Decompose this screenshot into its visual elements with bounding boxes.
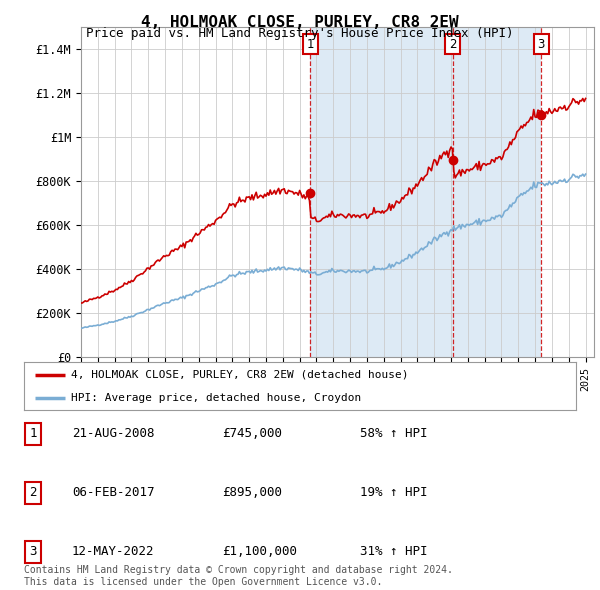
Text: 21-AUG-2008: 21-AUG-2008 (72, 427, 155, 440)
Text: 06-FEB-2017: 06-FEB-2017 (72, 486, 155, 499)
Text: Contains HM Land Registry data © Crown copyright and database right 2024.
This d: Contains HM Land Registry data © Crown c… (24, 565, 453, 587)
Text: 4, HOLMOAK CLOSE, PURLEY, CR8 2EW: 4, HOLMOAK CLOSE, PURLEY, CR8 2EW (141, 15, 459, 30)
Text: 2: 2 (29, 486, 37, 499)
Text: HPI: Average price, detached house, Croydon: HPI: Average price, detached house, Croy… (71, 393, 361, 403)
Text: 58% ↑ HPI: 58% ↑ HPI (360, 427, 427, 440)
Text: 12-MAY-2022: 12-MAY-2022 (72, 545, 155, 558)
Text: £1,100,000: £1,100,000 (222, 545, 297, 558)
Text: 19% ↑ HPI: 19% ↑ HPI (360, 486, 427, 499)
Text: £895,000: £895,000 (222, 486, 282, 499)
Text: Price paid vs. HM Land Registry's House Price Index (HPI): Price paid vs. HM Land Registry's House … (86, 27, 514, 40)
Text: 1: 1 (29, 427, 37, 440)
Text: 3: 3 (29, 545, 37, 558)
Text: 1: 1 (307, 38, 314, 51)
Text: 2: 2 (449, 38, 456, 51)
Text: £745,000: £745,000 (222, 427, 282, 440)
Text: 4, HOLMOAK CLOSE, PURLEY, CR8 2EW (detached house): 4, HOLMOAK CLOSE, PURLEY, CR8 2EW (detac… (71, 370, 409, 380)
Text: 31% ↑ HPI: 31% ↑ HPI (360, 545, 427, 558)
Bar (310, 27, 541, 357)
Text: 3: 3 (538, 38, 545, 51)
